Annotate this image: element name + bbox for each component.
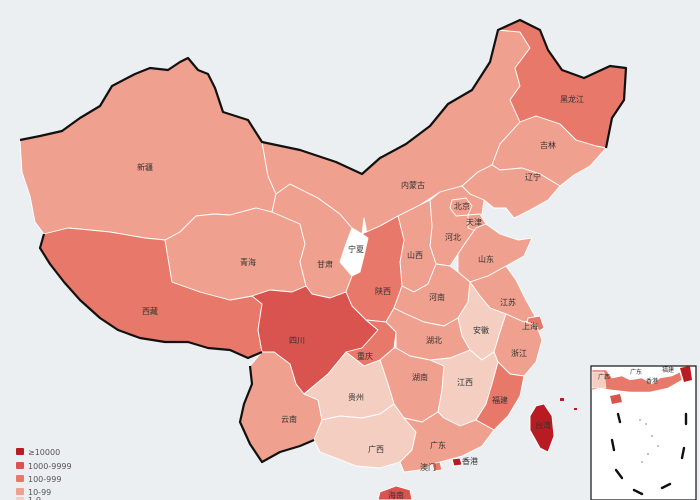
southwest-border-outline (38, 233, 263, 360)
nine-dash-6 (680, 446, 686, 460)
legend-swatch-1-9[interactable] (16, 497, 24, 500)
label-hainan: 海南 (388, 490, 404, 500)
label-yunnan: 云南 (281, 414, 297, 424)
nine-dash-2 (610, 438, 616, 452)
legend-swatch-10-99[interactable] (16, 488, 24, 495)
province-labels: 新疆 西藏 青海 甘肃 内蒙古 黑龙江 吉林 辽宁 北京 天津 河北 山西 宁夏… (137, 94, 584, 500)
label-shandong: 山东 (478, 254, 494, 264)
label-ningxia: 宁夏 (348, 244, 364, 254)
nine-dash-1 (616, 412, 622, 424)
inset-label-guangdong: 广东 (630, 368, 642, 376)
province-fujian[interactable] (475, 361, 525, 431)
legend-label-ge10000: ≥10000 (28, 448, 60, 457)
legend-label-100-999: 100-999 (28, 475, 61, 484)
label-heilongjiang: 黑龙江 (560, 94, 584, 104)
inset-mainland-coast (591, 369, 683, 393)
province-taiwan[interactable] (529, 403, 555, 453)
label-liaoning: 辽宁 (525, 172, 541, 182)
nine-dash-4 (632, 488, 644, 496)
label-xinjiang: 新疆 (137, 162, 153, 172)
label-hunan: 湖南 (412, 372, 428, 382)
label-chongqing: 重庆 (357, 351, 373, 361)
label-hebei: 河北 (445, 232, 461, 242)
inset-taiwan-shape (680, 366, 692, 382)
label-anhui: 安徽 (473, 325, 489, 335)
label-shanxi: 山西 (407, 250, 423, 260)
label-neimenggu: 内蒙古 (401, 180, 425, 190)
nine-dash-3 (614, 468, 624, 480)
legend-label-1-9: 1-9 (28, 496, 41, 500)
inset-hainan-shape (610, 394, 622, 404)
province-aomen[interactable] (431, 461, 443, 472)
label-qinghai: 青海 (240, 257, 256, 267)
label-guangdong: 广东 (430, 440, 446, 450)
label-gansu: 甘肃 (317, 259, 333, 269)
nine-dash-5 (660, 482, 672, 490)
label-xizang: 西藏 (142, 306, 158, 316)
inset-label-guangxi: 广西 (598, 373, 610, 381)
legend-swatch-ge10000[interactable] (16, 448, 24, 455)
label-hubei: 湖北 (426, 336, 442, 345)
label-aomen: 澳门 (420, 462, 436, 472)
label-henan: 河南 (429, 292, 445, 302)
label-shaanxi: 陕西 (375, 286, 391, 296)
label-beijing: 北京 (454, 201, 470, 211)
label-tianjin: 天津 (466, 217, 482, 227)
province-shapes (19, 19, 627, 500)
legend-swatch-100-999[interactable] (16, 475, 24, 482)
inset-islands (639, 419, 659, 463)
label-taiwan: 台湾 (535, 420, 551, 430)
label-jiangsu: 江苏 (500, 297, 516, 307)
national-border-outline (19, 18, 628, 176)
province-hainan[interactable] (377, 485, 413, 500)
label-shanghai: 上海 (522, 321, 538, 331)
label-zhejiang: 浙江 (511, 348, 527, 358)
province-guangdong[interactable] (399, 411, 495, 473)
south-china-sea-inset: 广西 广东 福建 香港 (590, 365, 697, 500)
legend: ≥10000 1000-9999 100-999 10-99 1-9 (16, 448, 72, 500)
province-xianggang[interactable] (451, 457, 463, 467)
label-guizhou: 贵州 (348, 392, 364, 402)
label-xianggang: 香港 (462, 456, 478, 466)
label-fujian: 福建 (492, 395, 508, 405)
legend-swatch-1000-9999[interactable] (16, 462, 24, 469)
legend-label-1000-9999: 1000-9999 (28, 462, 72, 471)
label-guangxi: 广西 (368, 444, 384, 454)
coastal-islands (560, 398, 577, 410)
inset-label-fujian: 福建 (662, 366, 674, 374)
yunnan-border-outline (238, 365, 315, 464)
label-sichuan: 四川 (289, 336, 305, 345)
label-jiangxi: 江西 (457, 378, 473, 387)
legend-label-10-99: 10-99 (28, 488, 51, 497)
inset-label-xianggang: 香港 (646, 377, 658, 385)
label-jilin: 吉林 (540, 140, 556, 150)
inset-guangxi-shape (591, 371, 607, 389)
